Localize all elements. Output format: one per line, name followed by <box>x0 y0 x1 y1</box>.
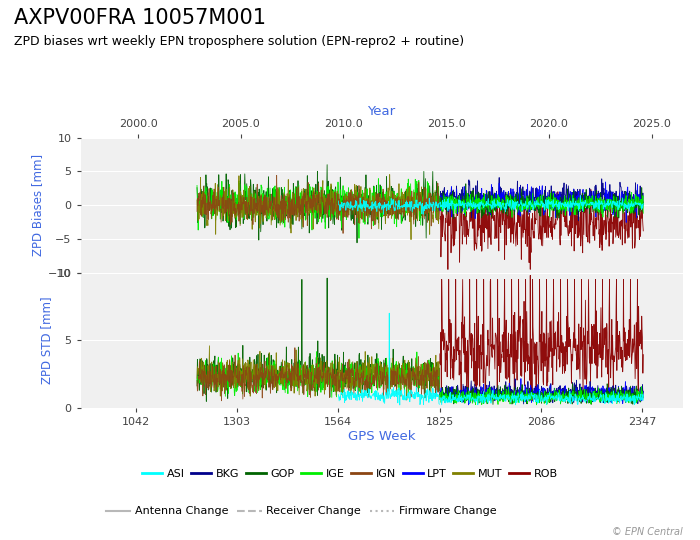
Y-axis label: ZPD STD [mm]: ZPD STD [mm] <box>41 296 53 384</box>
Legend: Antenna Change, Receiver Change, Firmware Change: Antenna Change, Receiver Change, Firmwar… <box>102 502 500 521</box>
Text: AXPV00FRA 10057M001: AXPV00FRA 10057M001 <box>14 8 266 28</box>
Text: ZPD biases wrt weekly EPN troposphere solution (EPN-repro2 + routine): ZPD biases wrt weekly EPN troposphere so… <box>14 35 464 48</box>
Legend: ASI, BKG, GOP, IGE, IGN, LPT, MUT, ROB: ASI, BKG, GOP, IGE, IGN, LPT, MUT, ROB <box>138 464 562 483</box>
X-axis label: GPS Week: GPS Week <box>348 429 415 442</box>
Text: © EPN Central: © EPN Central <box>612 527 682 537</box>
Y-axis label: ZPD Biases [mm]: ZPD Biases [mm] <box>31 154 44 256</box>
X-axis label: Year: Year <box>368 105 395 118</box>
